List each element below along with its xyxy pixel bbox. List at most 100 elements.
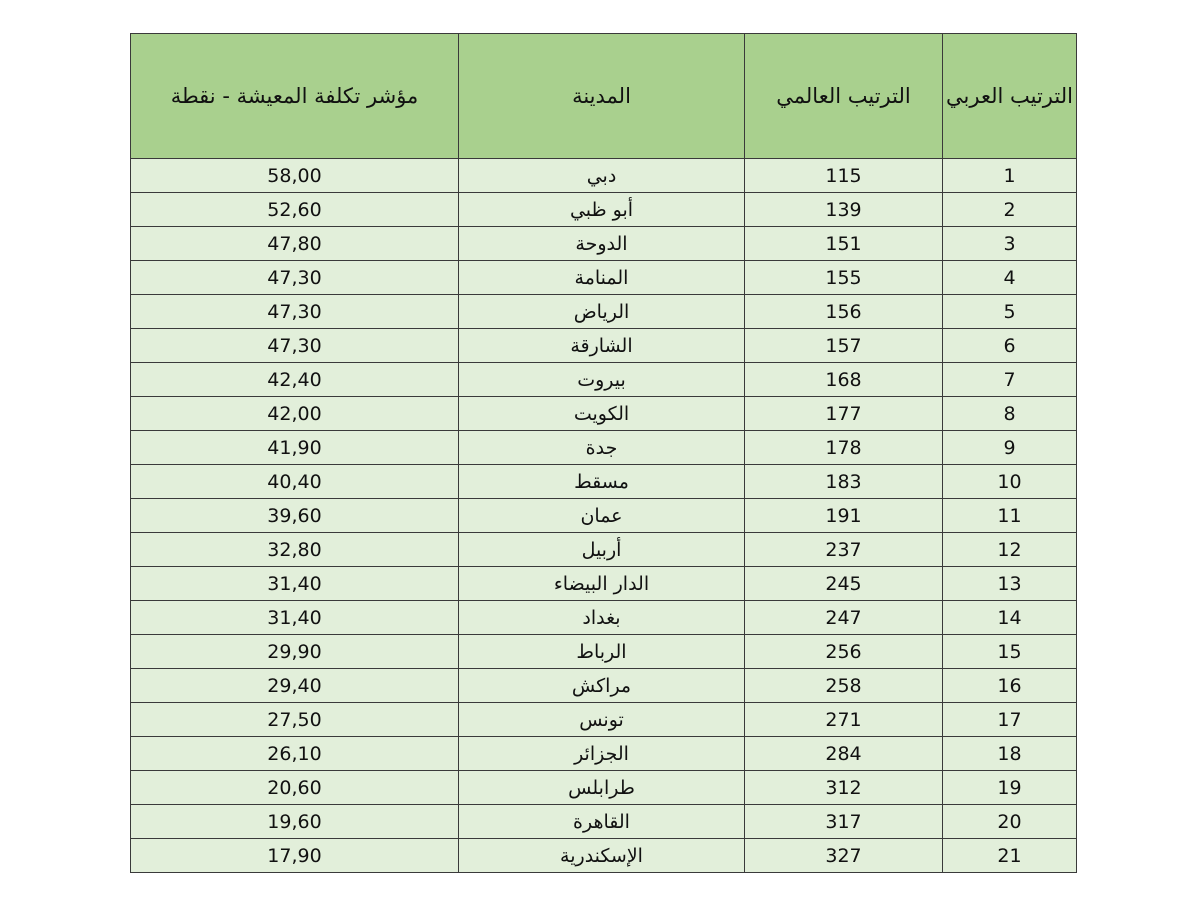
table-cell: 42,00 (130, 396, 459, 431)
table-cell: 16 (942, 668, 1077, 703)
table-cell: 47,80 (130, 226, 459, 261)
header-row: الترتيب العربي الترتيب العالمي المدينة مؤشر… (130, 33, 1077, 159)
table-row: 10 183 مسقط 40,40 (130, 464, 1077, 499)
table-cell: مسقط (458, 464, 745, 499)
table-cell: 31,40 (130, 566, 459, 601)
table-cell: 8 (942, 396, 1077, 431)
table-row: 13 245 الدار البيضاء 31,40 (130, 566, 1077, 601)
table-body: 1 115 دبي 58,00 2 139 أبو ظبي 52,60 3 151 الدوحة 47… (130, 158, 1077, 873)
table-cell: 19,60 (130, 804, 459, 839)
table-row: 7 168 بيروت 42,40 (130, 362, 1077, 397)
table-cell: 58,00 (130, 158, 459, 193)
table-row: 21 327 الإسكندرية 17,90 (130, 838, 1077, 873)
table-cell: 14 (942, 600, 1077, 635)
table-row: 18 284 الجزائر 26,10 (130, 736, 1077, 771)
table-cell: 29,40 (130, 668, 459, 703)
table-cell: 115 (744, 158, 943, 193)
table-cell: الرياض (458, 294, 745, 329)
table-cell: 21 (942, 838, 1077, 873)
table-row: 1 115 دبي 58,00 (130, 158, 1077, 193)
table-cell: 10 (942, 464, 1077, 499)
table-cell: 4 (942, 260, 1077, 295)
table-cell: 168 (744, 362, 943, 397)
table-row: 16 258 مراكش 29,40 (130, 668, 1077, 703)
table-row: 17 271 تونس 27,50 (130, 702, 1077, 737)
table-cell: 27,50 (130, 702, 459, 737)
table-row: 5 156 الرياض 47,30 (130, 294, 1077, 329)
table-cell: 52,60 (130, 192, 459, 227)
table-row: 11 191 عمان 39,60 (130, 498, 1077, 533)
table-row: 6 157 الشارقة 47,30 (130, 328, 1077, 363)
table-cell: الدار البيضاء (458, 566, 745, 601)
table-cell: القاهرة (458, 804, 745, 839)
column-header: الترتيب العربي (942, 33, 1077, 159)
table-cell: 1 (942, 158, 1077, 193)
table-row: 12 237 أربيل 32,80 (130, 532, 1077, 567)
cost-of-living-table: الترتيب العربي الترتيب العالمي المدينة مؤشر… (130, 33, 1077, 873)
table-cell: 17,90 (130, 838, 459, 873)
table-cell: 11 (942, 498, 1077, 533)
table-row: 8 177 الكويت 42,00 (130, 396, 1077, 431)
table-cell: 3 (942, 226, 1077, 261)
table-row: 20 317 القاهرة 19,60 (130, 804, 1077, 839)
table-cell: أربيل (458, 532, 745, 567)
table-cell: 20 (942, 804, 1077, 839)
table-cell: 13 (942, 566, 1077, 601)
table-cell: 191 (744, 498, 943, 533)
table-cell: 40,40 (130, 464, 459, 499)
table-cell: 12 (942, 532, 1077, 567)
table-cell: 139 (744, 192, 943, 227)
table-cell: 6 (942, 328, 1077, 363)
table-cell: مراكش (458, 668, 745, 703)
table-cell: الشارقة (458, 328, 745, 363)
table-cell: 327 (744, 838, 943, 873)
table-cell: 151 (744, 226, 943, 261)
table-cell: بيروت (458, 362, 745, 397)
table-cell: 31,40 (130, 600, 459, 635)
table-cell: دبي (458, 158, 745, 193)
table-cell: 183 (744, 464, 943, 499)
table-cell: 256 (744, 634, 943, 669)
table-cell: 20,60 (130, 770, 459, 805)
table-cell: 156 (744, 294, 943, 329)
table-cell: 32,80 (130, 532, 459, 567)
table-cell: 157 (744, 328, 943, 363)
table-cell: الدوحة (458, 226, 745, 261)
table-cell: 177 (744, 396, 943, 431)
column-header: مؤشر تكلفة المعيشة - نقطة (130, 33, 459, 159)
table-cell: 39,60 (130, 498, 459, 533)
column-header: المدينة (458, 33, 745, 159)
table-cell: 245 (744, 566, 943, 601)
table-cell: المنامة (458, 260, 745, 295)
table-cell: 312 (744, 770, 943, 805)
table-cell: الكويت (458, 396, 745, 431)
table-cell: 317 (744, 804, 943, 839)
table-cell: 9 (942, 430, 1077, 465)
table-cell: الإسكندرية (458, 838, 745, 873)
table-cell: 17 (942, 702, 1077, 737)
table-row: 15 256 الرباط 29,90 (130, 634, 1077, 669)
table-cell: 47,30 (130, 294, 459, 329)
table-cell: 284 (744, 736, 943, 771)
table-cell: تونس (458, 702, 745, 737)
table-cell: 19 (942, 770, 1077, 805)
table-row: 4 155 المنامة 47,30 (130, 260, 1077, 295)
table-cell: 47,30 (130, 260, 459, 295)
table-cell: الجزائر (458, 736, 745, 771)
table-row: 14 247 بغداد 31,40 (130, 600, 1077, 635)
table-cell: 47,30 (130, 328, 459, 363)
table-cell: طرابلس (458, 770, 745, 805)
table-row: 19 312 طرابلس 20,60 (130, 770, 1077, 805)
table-cell: 258 (744, 668, 943, 703)
table-cell: 178 (744, 430, 943, 465)
table-cell: 2 (942, 192, 1077, 227)
table-cell: 271 (744, 702, 943, 737)
table-cell: 237 (744, 532, 943, 567)
table-cell: جدة (458, 430, 745, 465)
table-cell: الرباط (458, 634, 745, 669)
table-cell: 15 (942, 634, 1077, 669)
table-cell: 26,10 (130, 736, 459, 771)
table-cell: 41,90 (130, 430, 459, 465)
